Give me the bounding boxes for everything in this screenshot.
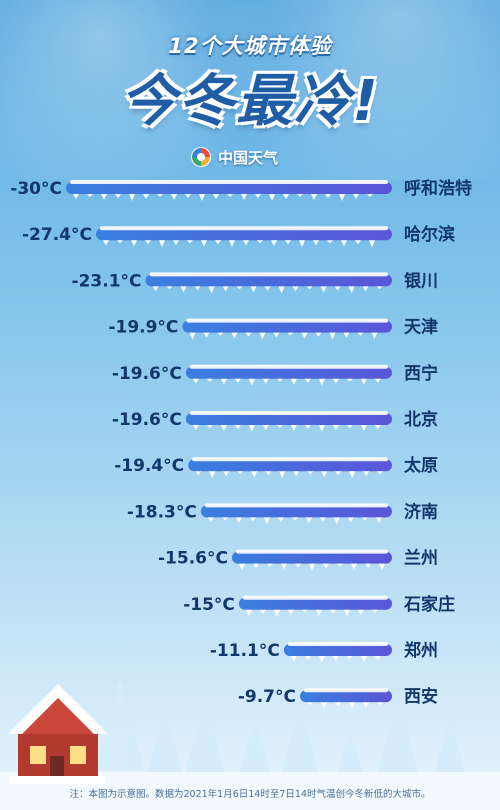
bar-row: -23.1°C 银川 xyxy=(72,270,438,294)
bar-row: -19.9°C 天津 xyxy=(108,317,438,340)
temperature-bar xyxy=(238,597,392,610)
temperature-value-label: -19.6°C xyxy=(112,364,182,384)
bar-row: -27.4°C 哈尔滨 xyxy=(22,224,455,248)
temperature-bar xyxy=(182,320,392,333)
temperature-bar xyxy=(185,366,392,379)
temperature-bar xyxy=(66,182,392,194)
bar-row: -15°C 石家庄 xyxy=(183,594,455,617)
bar-icicles xyxy=(192,425,381,432)
poster-headline-wrap: 今冬最冷! xyxy=(0,56,500,137)
temperature-value-label: -23.1°C xyxy=(72,271,142,291)
frost-decoration xyxy=(0,0,500,180)
city-label: 银川 xyxy=(404,270,438,291)
bar-snow-cap xyxy=(149,272,388,277)
brand-logo-icon xyxy=(191,147,211,167)
cabin-icon xyxy=(8,684,108,784)
bar-row: -19.6°C 北京 xyxy=(112,409,438,432)
bar-icicles xyxy=(307,702,383,710)
temperature-bar xyxy=(188,459,392,472)
bar-snow-cap xyxy=(70,180,388,184)
temperature-bar xyxy=(95,228,392,241)
bar-icicles xyxy=(245,609,378,617)
footnote: 注：本图为示意图。数据为2021年1月6日14时至7日14时气温创今冬新低的大城… xyxy=(69,789,431,800)
city-label: 石家庄 xyxy=(403,594,455,615)
city-label: 北京 xyxy=(404,409,438,430)
bar-icicles xyxy=(192,378,381,386)
bar-row: -18.3°C 济南 xyxy=(127,501,438,525)
temperature-bar xyxy=(300,690,392,703)
temperature-bar xyxy=(200,505,392,518)
bar-snow-cap xyxy=(242,595,388,600)
bar-row: -19.4°C 太原 xyxy=(114,455,438,479)
temperature-value-label: -27.4°C xyxy=(22,225,92,245)
city-label: 哈尔滨 xyxy=(404,224,455,245)
bar-snow-cap xyxy=(189,411,388,415)
bar-snow-cap xyxy=(204,503,388,508)
bar-snow-cap xyxy=(192,457,388,462)
bar-row: -9.7°C 西安 xyxy=(238,686,438,710)
bar-snow-cap xyxy=(287,642,388,646)
bar-icicles xyxy=(207,517,382,525)
bar-snow-cap xyxy=(189,364,388,369)
brand: 中国天气 xyxy=(190,144,278,170)
bar-snow-cap xyxy=(304,688,388,693)
poster-subtitle: 12个大城市体验 xyxy=(168,34,332,58)
city-label: 济南 xyxy=(404,501,438,522)
temperature-value-label: -19.6°C xyxy=(112,410,182,430)
temperature-value-label: -15°C xyxy=(183,595,235,615)
city-label: 太原 xyxy=(404,455,438,476)
bar-icicles xyxy=(290,656,381,663)
city-label: 西安 xyxy=(404,686,438,707)
bar-icicles xyxy=(238,563,385,571)
bar-row: -30°C 呼和浩特 xyxy=(10,178,472,201)
bar-row: -19.6°C 西宁 xyxy=(112,363,438,386)
temperature-value-label: -30°C xyxy=(10,179,62,199)
bar-icicles xyxy=(152,286,383,294)
bar-row: -15.6°C 兰州 xyxy=(158,548,438,571)
city-label: 郑州 xyxy=(404,640,438,661)
temperature-value-label: -19.4°C xyxy=(114,456,184,476)
poster-headline: 今冬最冷! xyxy=(120,69,380,134)
winter-scene xyxy=(0,680,500,810)
bar-icicles xyxy=(195,471,384,479)
city-label: 西宁 xyxy=(404,363,438,384)
temperature-bar xyxy=(145,274,392,287)
temperature-value-label: -9.7°C xyxy=(238,687,296,707)
bar-icicles xyxy=(102,240,375,248)
temperature-value-label: -19.9°C xyxy=(108,318,178,338)
city-label: 天津 xyxy=(404,317,438,338)
temperature-value-label: -18.3°C xyxy=(127,502,197,522)
temperature-bar xyxy=(231,551,392,564)
bar-icicles xyxy=(189,332,378,340)
temperature-bar xyxy=(283,644,392,656)
bar-snow-cap xyxy=(186,318,388,323)
city-label: 兰州 xyxy=(404,548,438,569)
temperature-bar xyxy=(185,413,392,425)
city-label: 呼和浩特 xyxy=(404,178,472,199)
bar-row: -11.1°C 郑州 xyxy=(210,640,438,663)
brand-name: 中国天气 xyxy=(218,148,279,167)
bar-icicles xyxy=(73,194,373,201)
bar-snow-cap xyxy=(99,226,388,231)
bar-snow-cap xyxy=(235,549,388,554)
temperature-value-label: -11.1°C xyxy=(210,641,280,661)
temperature-value-label: -15.6°C xyxy=(158,549,228,569)
